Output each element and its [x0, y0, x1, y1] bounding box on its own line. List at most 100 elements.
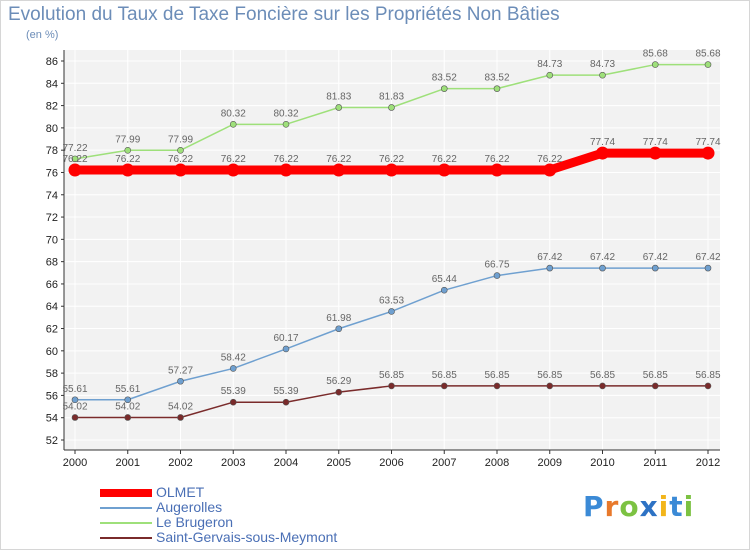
data-label-olmet: 76.22 [537, 154, 562, 165]
data-label-olmet: 77.74 [590, 137, 615, 148]
data-point-olmet [174, 163, 187, 177]
data-point-olmet [121, 163, 135, 177]
legend-label: Augerolles [156, 499, 223, 515]
data-point-le-brugeron [546, 71, 554, 79]
data-point-saint-gervais-sous-meymont [335, 388, 343, 396]
data-label-saint-gervais-sous-meymont: 56.85 [484, 370, 509, 381]
chart-subtitle: (en %) [26, 29, 59, 41]
data-point-augerolles [388, 308, 395, 315]
data-point-augerolles [546, 264, 554, 272]
data-point-le-brugeron [388, 104, 395, 111]
data-label-saint-gervais-sous-meymont: 56.85 [643, 370, 668, 381]
x-tick-label: 2011 [643, 457, 667, 469]
data-label-saint-gervais-sous-meymont: 54.02 [62, 401, 87, 412]
y-tick-label: 76 [46, 167, 58, 179]
data-label-olmet: 76.22 [115, 154, 140, 165]
data-label-le-brugeron: 85.68 [643, 49, 668, 60]
data-label-saint-gervais-sous-meymont: 56.29 [326, 376, 351, 387]
data-label-le-brugeron: 77.99 [168, 134, 193, 145]
x-tick-label: 2009 [538, 457, 562, 469]
x-tick-label: 2000 [63, 457, 87, 469]
data-point-saint-gervais-sous-meymont [71, 414, 79, 421]
line-chart: 52 54 56 58 60 62 64 66 68 70 72 74 76 78 80 82 84 86 2000… [46, 49, 721, 469]
data-point-augerolles [229, 365, 237, 372]
data-point-saint-gervais-sous-meymont [124, 414, 132, 421]
data-point-augerolles [704, 264, 712, 272]
data-point-augerolles [651, 264, 659, 272]
data-point-olmet [437, 163, 451, 177]
data-point-augerolles [177, 377, 184, 385]
data-point-le-brugeron [229, 121, 237, 128]
legend-swatch [100, 507, 152, 509]
x-tick-label: 2004 [274, 457, 298, 469]
data-label-saint-gervais-sous-meymont: 56.85 [537, 370, 562, 381]
data-label-olmet: 76.22 [221, 154, 246, 165]
data-point-augerolles [599, 264, 606, 272]
data-point-augerolles [440, 286, 448, 294]
data-point-olmet [648, 146, 662, 160]
proxiti-logo: Proxiti [583, 490, 695, 523]
y-tick-label: 78 [46, 145, 58, 157]
legend-swatch [100, 489, 152, 497]
data-label-augerolles: 55.61 [115, 384, 140, 395]
data-point-augerolles [71, 396, 79, 404]
data-label-le-brugeron: 77.22 [62, 143, 87, 154]
x-tick-label: 2003 [221, 457, 245, 469]
data-label-le-brugeron: 83.52 [484, 73, 509, 84]
y-tick-label: 60 [46, 346, 58, 358]
data-label-augerolles: 67.42 [695, 252, 720, 263]
data-point-le-brugeron [651, 61, 659, 68]
x-tick-label: 2006 [379, 457, 403, 469]
legend-swatch [100, 522, 152, 524]
data-label-le-brugeron: 77.99 [115, 134, 140, 145]
data-label-augerolles: 65.44 [432, 274, 457, 285]
data-point-le-brugeron [71, 155, 79, 163]
data-point-saint-gervais-sous-meymont [651, 382, 659, 390]
data-label-augerolles: 67.42 [537, 252, 562, 263]
data-point-olmet [332, 163, 346, 177]
y-tick-label: 72 [46, 212, 58, 224]
data-label-le-brugeron: 84.73 [537, 59, 562, 70]
data-label-olmet: 76.22 [273, 154, 298, 165]
data-point-augerolles [124, 396, 132, 404]
y-tick-label: 58 [46, 368, 58, 380]
y-tick-label: 56 [46, 390, 58, 402]
x-tick-label: 2008 [485, 457, 509, 469]
x-tick-label: 2005 [327, 457, 351, 469]
y-tick-label: 52 [46, 435, 58, 447]
y-tick-label: 66 [46, 279, 58, 291]
data-point-olmet [490, 163, 504, 177]
data-point-augerolles [282, 345, 290, 353]
data-point-saint-gervais-sous-meymont [546, 382, 554, 390]
y-tick-label: 62 [46, 324, 58, 336]
x-tick-label: 2001 [116, 457, 140, 469]
data-point-le-brugeron [282, 121, 290, 128]
legend-label: OLMET [156, 484, 205, 500]
y-tick-label: 54 [46, 413, 58, 425]
y-tick-label: 82 [46, 101, 58, 113]
data-label-augerolles: 55.61 [62, 384, 87, 395]
data-label-augerolles: 67.42 [643, 252, 668, 263]
data-label-olmet: 76.22 [168, 154, 193, 165]
data-label-augerolles: 61.98 [326, 313, 351, 324]
y-tick-label: 70 [46, 234, 58, 246]
data-label-saint-gervais-sous-meymont: 56.85 [379, 370, 404, 381]
legend-label: Le Brugeron [156, 514, 234, 530]
data-point-olmet [226, 163, 240, 177]
data-point-le-brugeron [440, 85, 448, 92]
data-point-le-brugeron [493, 85, 501, 92]
data-label-augerolles: 58.42 [221, 352, 246, 363]
data-label-augerolles: 60.17 [273, 333, 298, 344]
data-point-saint-gervais-sous-meymont [229, 398, 237, 406]
data-point-saint-gervais-sous-meymont [440, 382, 448, 390]
data-point-olmet [279, 163, 293, 177]
data-point-augerolles [335, 325, 343, 333]
data-label-olmet: 76.22 [379, 154, 404, 165]
y-tick-label: 84 [46, 78, 58, 90]
data-label-le-brugeron: 85.68 [695, 49, 720, 60]
data-label-augerolles: 67.42 [590, 252, 615, 263]
data-label-saint-gervais-sous-meymont: 54.02 [168, 401, 193, 412]
data-label-saint-gervais-sous-meymont: 54.02 [115, 401, 140, 412]
data-point-le-brugeron [599, 71, 606, 79]
x-tick-label: 2007 [432, 457, 456, 469]
